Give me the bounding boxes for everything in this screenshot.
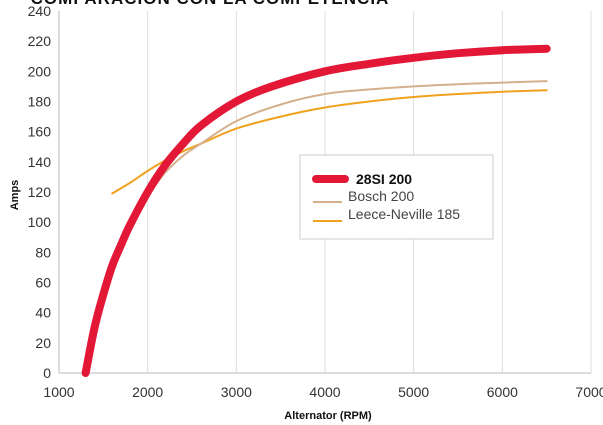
y-tick-label: 180 — [28, 94, 52, 110]
legend-label-leece: Leece-Neville 185 — [348, 206, 460, 222]
x-tick-label: 1000 — [43, 384, 74, 400]
series-line-leece-neville-185 — [111, 89, 548, 195]
y-tick-label: 20 — [35, 335, 51, 351]
y-tick-label: 220 — [28, 33, 52, 49]
y-tick-label: 60 — [35, 275, 51, 291]
x-tick-label: 2000 — [132, 384, 163, 400]
x-tick-label: 6000 — [487, 384, 518, 400]
y-tick-label: 0 — [43, 365, 51, 381]
y-tick-label: 40 — [35, 305, 51, 321]
x-tick-label: 3000 — [221, 384, 252, 400]
y-tick-label: 160 — [28, 124, 52, 140]
x-tick-label: 7000 — [575, 384, 603, 400]
series-line-bosch-200 — [137, 80, 548, 213]
chart-title: COMPARACIÓN CON LA COMPETENCIA — [31, 0, 390, 8]
x-tick-label: 5000 — [398, 384, 429, 400]
y-tick-label: 80 — [35, 244, 51, 260]
y-tick-label: 100 — [28, 214, 52, 230]
y-tick-label: 200 — [28, 63, 52, 79]
legend-box — [299, 154, 494, 240]
y-axis-title: Amps — [9, 180, 21, 211]
axes: 1000 2000 3000 4000 5000 6000 7000 0 20 40 60 80 100… — [28, 3, 603, 400]
series-group — [81, 44, 551, 377]
y-tick-label: 140 — [28, 154, 52, 170]
legend-label-28si: 28SI 200 — [356, 171, 412, 187]
y-tick-label: 240 — [28, 3, 52, 19]
legend-label-bosch: Bosch 200 — [348, 188, 414, 204]
series-line-28si-200 — [81, 44, 551, 377]
x-axis-title: Alternator (RPM) — [284, 410, 372, 422]
y-tick-label: 120 — [28, 184, 52, 200]
legend: 28SI 200 Bosch 200 Leece-Neville 185 — [299, 154, 494, 240]
x-tick-label: 4000 — [309, 384, 340, 400]
